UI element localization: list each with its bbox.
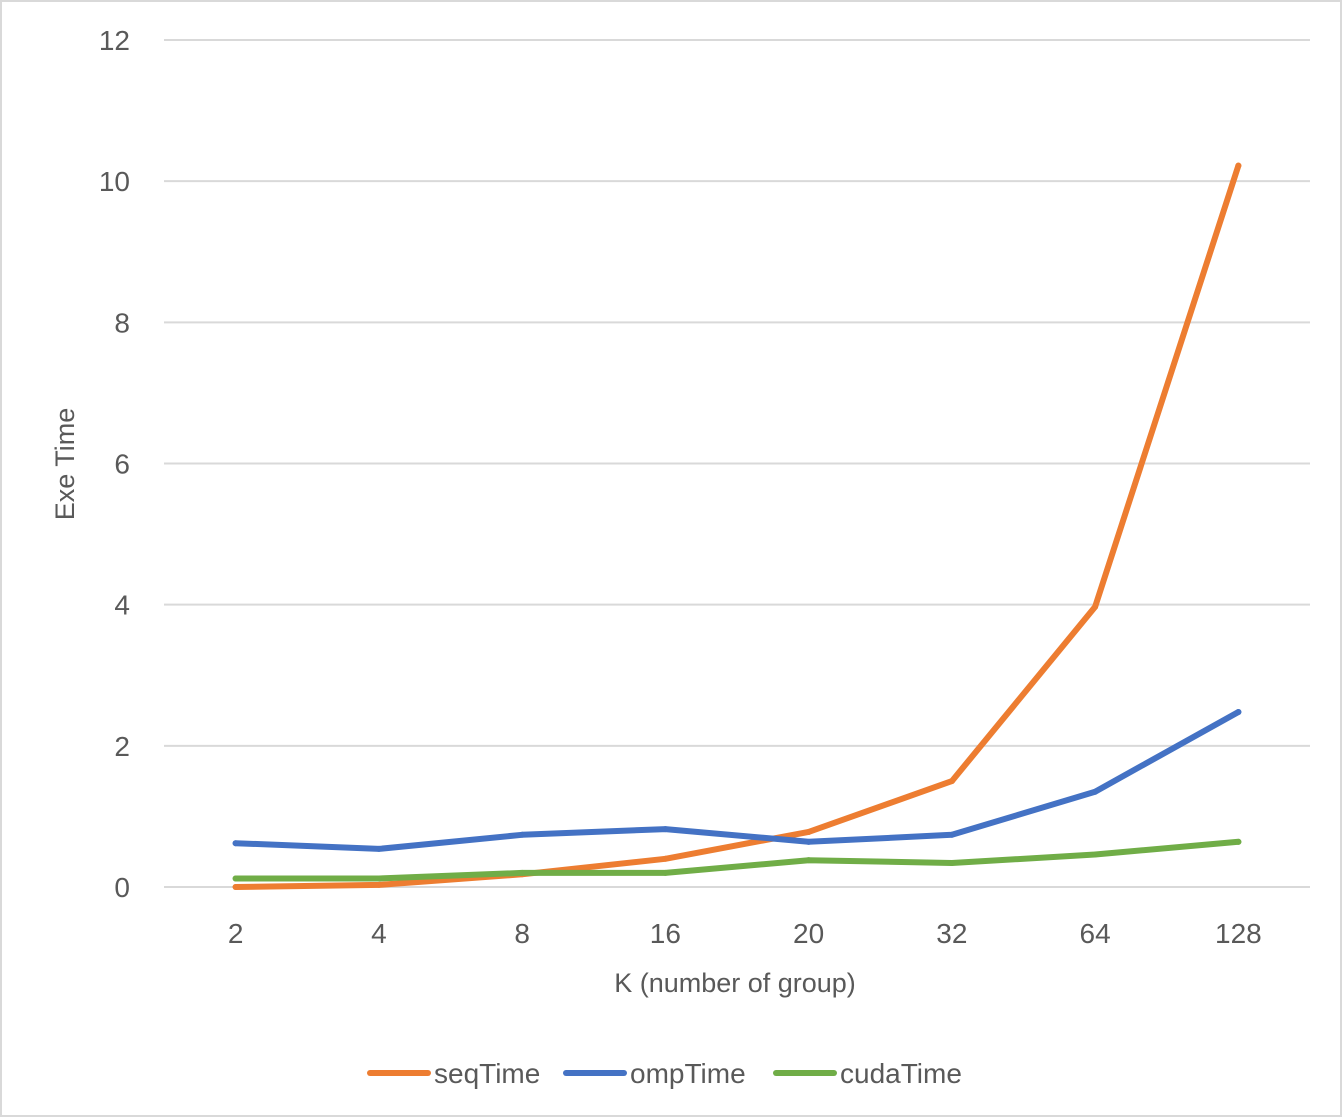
y-tick-label: 4 — [114, 590, 130, 621]
legend: seqTime ompTime cudaTime — [367, 1058, 962, 1089]
y-axis-title: Exe Time — [50, 408, 80, 521]
data-point-seqTime — [375, 881, 382, 888]
x-axis-ticks: 2 4 8 16 20 32 64 128 — [228, 918, 1262, 949]
data-point-seqTime — [948, 778, 955, 785]
data-point-ompTime — [805, 838, 812, 845]
data-point-ompTime — [662, 826, 669, 833]
series-line-cudaTime — [232, 838, 1242, 882]
y-tick-label: 12 — [99, 25, 130, 56]
data-point-seqTime — [805, 828, 812, 835]
legend-label: ompTime — [630, 1058, 746, 1089]
x-tick-label: 128 — [1215, 918, 1262, 949]
gridlines — [164, 39, 1310, 888]
data-point-cudaTime — [375, 875, 382, 882]
series-lines — [232, 162, 1242, 890]
y-tick-label: 6 — [114, 449, 130, 480]
data-point-seqTime — [1235, 162, 1242, 169]
legend-label: cudaTime — [840, 1058, 962, 1089]
y-tick-label: 2 — [114, 731, 130, 762]
x-tick-label: 8 — [514, 918, 530, 949]
data-point-seqTime — [662, 855, 669, 862]
x-axis-title: K (number of group) — [614, 968, 856, 998]
data-point-ompTime — [232, 840, 239, 847]
series-line-ompTime — [232, 709, 1242, 852]
data-point-cudaTime — [662, 869, 669, 876]
y-tick-label: 10 — [99, 166, 130, 197]
data-point-cudaTime — [232, 875, 239, 882]
data-point-cudaTime — [1235, 838, 1242, 845]
data-point-seqTime — [232, 884, 239, 890]
x-tick-label: 16 — [650, 918, 681, 949]
x-tick-label: 4 — [371, 918, 387, 949]
x-tick-label: 2 — [228, 918, 244, 949]
data-point-ompTime — [1092, 788, 1099, 795]
data-point-cudaTime — [1092, 851, 1099, 858]
data-point-ompTime — [375, 845, 382, 852]
series-line-seqTime — [232, 162, 1242, 890]
data-point-cudaTime — [805, 857, 812, 864]
data-point-cudaTime — [948, 860, 955, 867]
x-tick-label: 32 — [936, 918, 967, 949]
data-point-ompTime — [519, 831, 526, 838]
data-point-ompTime — [948, 831, 955, 838]
y-tick-label: 0 — [114, 872, 130, 903]
x-tick-label: 20 — [793, 918, 824, 949]
y-axis-ticks: 0 2 4 6 8 10 12 — [99, 25, 130, 903]
x-tick-label: 64 — [1080, 918, 1111, 949]
data-point-cudaTime — [519, 869, 526, 876]
data-point-ompTime — [1235, 708, 1242, 715]
data-point-seqTime — [1092, 603, 1099, 610]
legend-label: seqTime — [434, 1058, 540, 1089]
y-tick-label: 8 — [114, 307, 130, 338]
